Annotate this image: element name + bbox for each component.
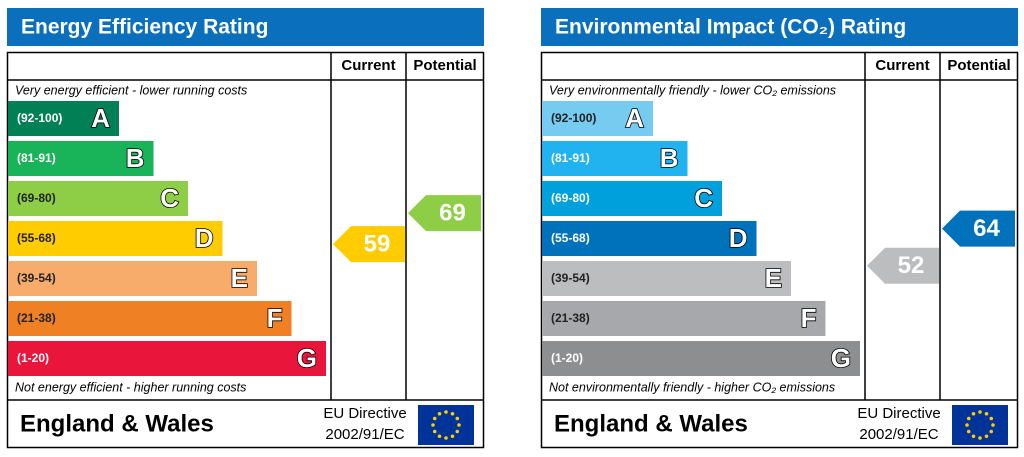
band	[542, 341, 860, 376]
band-letter: E	[231, 263, 248, 293]
band-letter: C	[160, 183, 179, 213]
band	[8, 341, 326, 376]
band	[542, 141, 688, 176]
band-letter: A	[625, 103, 644, 133]
band-letter: B	[126, 143, 145, 173]
panel: Environmental Impact (CO₂) Rating Current…	[540, 8, 1019, 449]
band-range: (81-91)	[17, 151, 56, 165]
band-range: (21-38)	[551, 311, 590, 325]
band-range: (69-80)	[17, 191, 56, 205]
rating-arrow	[408, 195, 481, 232]
eu-star	[432, 416, 437, 421]
eu-star	[966, 416, 971, 421]
directive: 2002/91/EC	[859, 426, 938, 443]
eu-star	[989, 429, 994, 434]
top-note: Very energy efficient - lower running co…	[15, 83, 247, 97]
band-range: (55-68)	[551, 231, 590, 245]
band-letter: A	[91, 103, 110, 133]
eu-star	[432, 429, 437, 434]
band-letter: D	[729, 223, 748, 253]
band-range: (81-91)	[551, 151, 590, 165]
eu-star	[989, 416, 994, 421]
eu-star	[978, 436, 982, 440]
directive: 2002/91/EC	[325, 426, 404, 443]
band-range: (39-54)	[551, 271, 590, 285]
eu-star	[450, 411, 455, 416]
eu-star	[966, 429, 971, 434]
band-letter: C	[694, 183, 713, 213]
eu-star	[455, 416, 460, 421]
rating-value: 69	[439, 199, 466, 226]
column-header: Current	[875, 57, 929, 74]
band	[542, 261, 791, 296]
band-letter: D	[195, 223, 214, 253]
eu-star	[971, 411, 976, 416]
rating-arrow	[942, 210, 1015, 247]
eu-star	[965, 423, 969, 427]
panel-title: Energy Efficiency Rating	[21, 16, 268, 39]
band-range: (69-80)	[551, 191, 590, 205]
band-letter: F	[801, 303, 817, 333]
panel: Energy Efficiency Rating Current Potential…	[6, 8, 485, 449]
band	[8, 261, 257, 296]
rating-arrow	[867, 247, 939, 284]
eu-star	[978, 410, 982, 414]
eu-star	[437, 411, 442, 416]
rating-value: 64	[973, 215, 1000, 242]
region: England & Wales	[20, 410, 214, 437]
eu-star	[431, 423, 435, 427]
frame	[6, 51, 485, 449]
band-letter: F	[267, 303, 283, 333]
top-note: Very environmentally friendly - lower CO…	[549, 83, 836, 97]
eu-star	[991, 423, 995, 427]
eu-star	[457, 423, 461, 427]
eu-star	[984, 411, 989, 416]
band	[8, 141, 154, 176]
eu-star	[455, 429, 460, 434]
region: England & Wales	[554, 410, 748, 437]
column-header: Potential	[413, 57, 476, 74]
band	[8, 181, 188, 216]
band-letter: G	[831, 343, 851, 373]
eu-star	[984, 434, 989, 439]
eu-star	[444, 410, 448, 414]
band-range: (92-100)	[551, 111, 596, 125]
frame	[540, 51, 1019, 449]
directive: EU Directive	[857, 405, 940, 422]
bottom-note: Not environmentally friendly - higher CO…	[549, 380, 835, 394]
band-range: (55-68)	[17, 231, 56, 245]
title-bar	[7, 8, 484, 46]
band-letter: G	[297, 343, 317, 373]
rating-value: 52	[898, 252, 925, 279]
band	[8, 301, 292, 336]
band	[542, 181, 722, 216]
bottom-note: Not energy efficient - higher running co…	[15, 380, 246, 394]
band	[542, 101, 653, 136]
band	[8, 101, 119, 136]
eu-star	[971, 434, 976, 439]
band-range: (21-38)	[17, 311, 56, 325]
band-letter: B	[660, 143, 679, 173]
rating-arrow	[333, 226, 405, 263]
column-header: Potential	[947, 57, 1010, 74]
band-range: (1-20)	[17, 351, 49, 365]
title-bar	[541, 8, 1018, 46]
eu-star	[437, 434, 442, 439]
directive: EU Directive	[323, 405, 406, 422]
band	[8, 221, 223, 256]
band-range: (39-54)	[17, 271, 56, 285]
eu-star	[450, 434, 455, 439]
band-letter: E	[765, 263, 782, 293]
rating-value: 59	[364, 230, 391, 257]
band-range: (92-100)	[17, 111, 62, 125]
panel-title: Environmental Impact (CO₂) Rating	[555, 16, 906, 39]
band	[542, 301, 826, 336]
band-range: (1-20)	[551, 351, 583, 365]
band	[542, 221, 757, 256]
eu-star	[444, 436, 448, 440]
column-header: Current	[341, 57, 395, 74]
